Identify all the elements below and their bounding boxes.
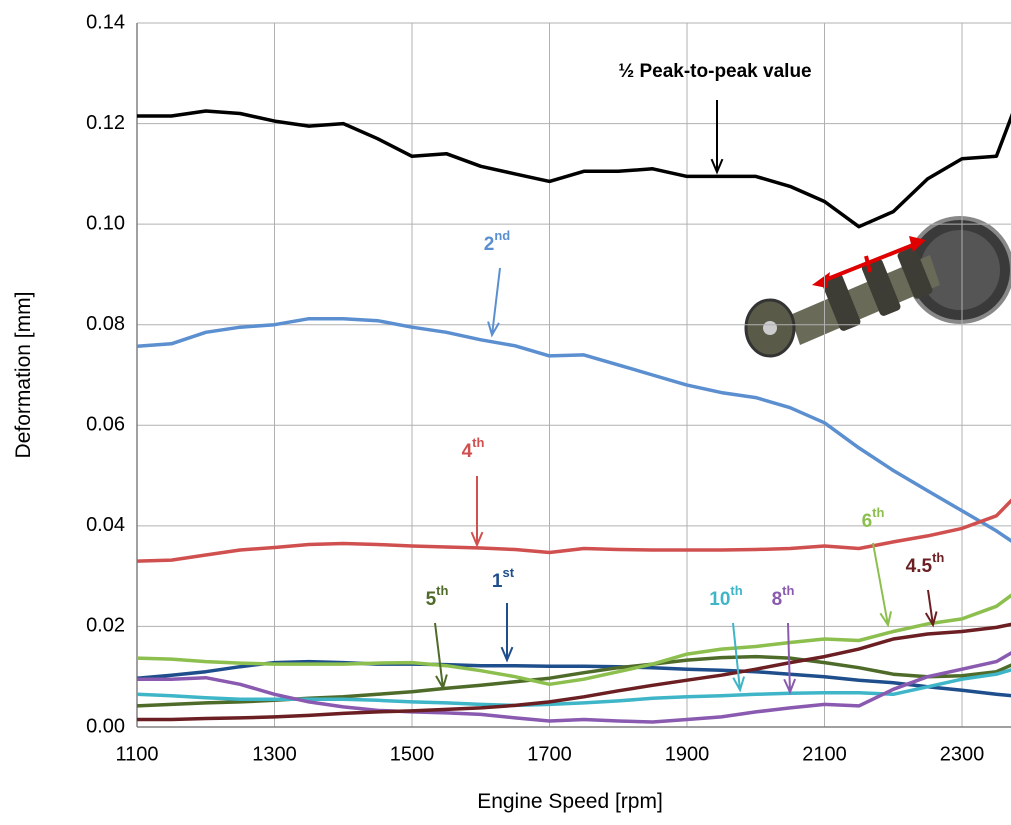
y-tick-label: 0.04 [86, 514, 125, 536]
lines [137, 111, 1011, 722]
x-tick-label: 1100 [115, 743, 158, 765]
annotation-arrow [472, 476, 483, 545]
x-tick-label: 1700 [527, 743, 572, 765]
annotation-label: 4th [462, 435, 485, 462]
x-axis-title: Engine Speed [rpm] [477, 790, 663, 813]
x-tick-label: 1900 [665, 743, 710, 765]
grid [137, 23, 1011, 727]
annotation-arrow [435, 623, 447, 688]
annotation-arrow [873, 543, 891, 625]
y-tick-label: 0.08 [86, 313, 125, 335]
chart: Engine Speed [rpm] Deformation [mm] 0.00… [0, 0, 1011, 825]
y-tick-label: 0.02 [86, 615, 125, 637]
y-tick-label: 0.12 [86, 112, 125, 134]
annotation-label: 1st [492, 565, 515, 592]
annotation-label: 4.5th [906, 550, 945, 577]
y-tick-label: 0.10 [86, 212, 125, 234]
annotation-arrow [926, 590, 937, 625]
series-line [137, 111, 1011, 227]
x-tick-label: 2100 [802, 743, 847, 765]
crankshaft-illustration [746, 218, 1011, 356]
annotation-label: 6th [862, 505, 885, 532]
y-axis-title: Deformation [mm] [12, 292, 35, 459]
y-tick-label: 0.06 [86, 414, 125, 436]
x-tick-label: 2300 [940, 743, 985, 765]
annotation-label: 5th [426, 583, 449, 610]
annotation-arrow [712, 100, 723, 172]
x-tick-label: 1300 [252, 743, 297, 765]
annotation-label: 10th [709, 583, 742, 610]
annotation-label: ½ Peak-to-peak value [618, 61, 811, 82]
annotation-arrow [488, 268, 500, 335]
y-tick-label: 0.00 [86, 715, 125, 737]
annotation-label: 8th [772, 583, 795, 610]
annotation-arrow [502, 603, 513, 660]
y-tick-label: 0.14 [86, 11, 125, 33]
x-tick-label: 1500 [390, 743, 435, 765]
annotation-label: 2nd [484, 228, 511, 255]
